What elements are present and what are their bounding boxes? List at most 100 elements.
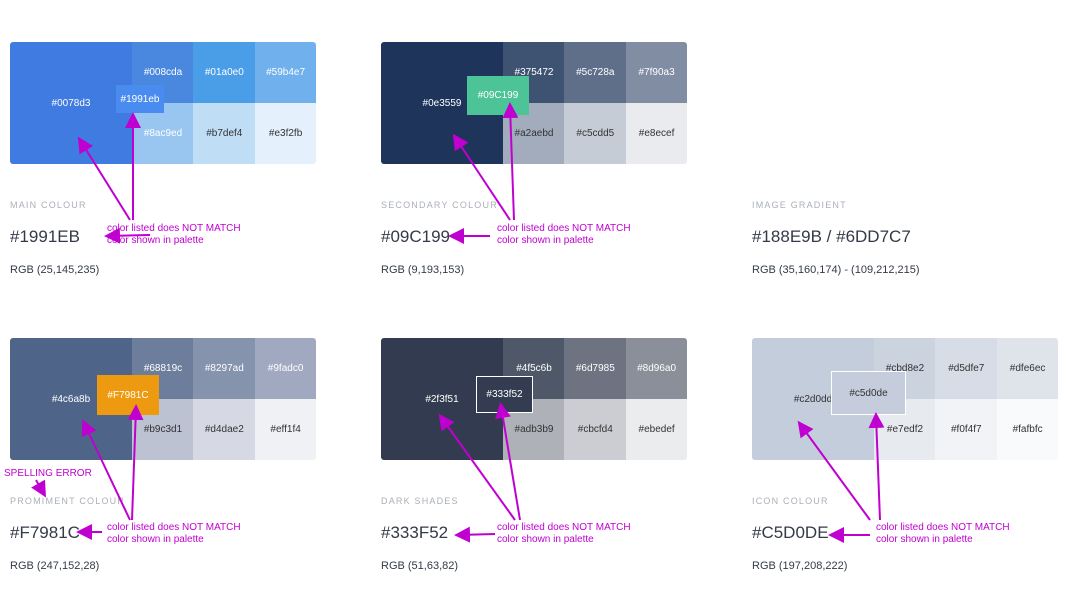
swatch-label: #c2d0dd — [793, 393, 833, 405]
swatch-label: #eff1f4 — [270, 424, 301, 435]
mismatch-annotation: color listed does NOT MATCH color shown i… — [876, 522, 1010, 546]
swatch-label: #8ac9ed — [143, 128, 183, 139]
swatch-label: #d4dae2 — [204, 424, 244, 435]
swatch: #c5cdd5 — [564, 103, 627, 164]
swatch-label: #8297ad — [204, 363, 244, 374]
rgb-value: RGB (35,160,174) - (109,212,215) — [752, 264, 920, 276]
swatch-label: #7f90a3 — [638, 67, 675, 78]
swatch: #8d96a0 — [625, 338, 687, 399]
swatch-label: #6d7985 — [575, 363, 615, 374]
swatch-label: #d5dfe7 — [948, 363, 985, 374]
swatch-label: #c5d0de — [849, 387, 888, 399]
mismatch-annotation: color listed does NOT MATCH color shown i… — [497, 223, 631, 247]
swatch-label: #b9c3d1 — [143, 424, 183, 435]
swatch-main: #0078d3 — [10, 42, 132, 164]
color-card: #0078d3 #008cda #01a0e0 #59b4e7 #8ac9ed #b7de… — [10, 42, 316, 282]
swatch: #fafbfc — [996, 399, 1058, 460]
annotation-line: color listed does NOT MATCH — [497, 522, 631, 533]
swatch-label: #68819c — [143, 363, 183, 374]
swatch: #e8ecef — [625, 103, 687, 164]
color-card: IMAGE GRADIENT #188E9B / #6DD7C7 RGB (35,1… — [752, 42, 1058, 282]
swatch-label: #1991eb — [120, 93, 160, 105]
swatch: #d5dfe7 — [935, 338, 998, 399]
swatch-label: #59b4e7 — [266, 67, 306, 78]
swatch-label: #cbcfd4 — [577, 424, 613, 435]
swatch-label: #4f5c6b — [516, 363, 552, 374]
hex-value: #1991EB — [10, 227, 80, 246]
annotation-line: color shown in palette — [876, 534, 973, 545]
swatch: #8ac9ed — [132, 103, 194, 164]
annotation-line: color listed does NOT MATCH — [107, 223, 241, 234]
category-label: MAIN COLOUR — [10, 200, 87, 210]
swatch-label: #e3f2fb — [268, 128, 303, 139]
annotation-line: color listed does NOT MATCH — [497, 223, 631, 234]
swatch-label: #4c6a8b — [51, 393, 91, 405]
swatch: #5c728a — [564, 42, 627, 103]
hex-value: #188E9B / #6DD7C7 — [752, 227, 911, 246]
swatch-label: #fafbfc — [1012, 424, 1043, 435]
swatch-label: #cbd8e2 — [885, 363, 925, 374]
category-label: IMAGE GRADIENT — [752, 200, 847, 210]
swatch: #e3f2fb — [254, 103, 316, 164]
swatch-label: #a2aebd — [514, 128, 554, 139]
rgb-value: RGB (9,193,153) — [381, 264, 465, 276]
swatch: #8297ad — [193, 338, 256, 399]
spelling-annotation: SPELLING ERROR — [4, 468, 92, 479]
palette-swatches: #2f3f51 #4f5c6b #6d7985 #8d96a0 #adb3b9 #cbcf… — [381, 338, 687, 460]
swatch: #cbcfd4 — [564, 399, 627, 460]
swatch-label: #0e3559 — [422, 97, 462, 109]
swatch-label: #e7edf2 — [886, 424, 924, 435]
highlighted-swatch: #333f52 — [476, 376, 533, 413]
swatch-label: #5c728a — [576, 67, 615, 78]
hex-value: #09C199 — [381, 227, 451, 246]
hex-value: #C5D0DE — [752, 523, 829, 542]
swatch-label: #c5cdd5 — [576, 128, 615, 139]
swatch-label: #008cda — [143, 67, 183, 78]
swatch: #f0f4f7 — [935, 399, 998, 460]
category-label: ICON COLOUR — [752, 496, 829, 506]
swatch-label: #adb3b9 — [514, 424, 554, 435]
highlighted-swatch: #c5d0de — [831, 371, 906, 415]
swatch: #eff1f4 — [254, 399, 316, 460]
mismatch-annotation: color listed does NOT MATCH color shown i… — [107, 223, 241, 247]
swatch-label: #2f3f51 — [425, 393, 459, 405]
swatch: #b7def4 — [193, 103, 256, 164]
rgb-value: RGB (25,145,235) — [10, 264, 100, 276]
swatch: #9fadc0 — [254, 338, 316, 399]
swatch-label: #333f52 — [486, 389, 523, 400]
color-card: #0e3559 #375472 #5c728a #7f90a3 #a2aebd #c5cd… — [381, 42, 687, 282]
swatch: #ebedef — [625, 399, 687, 460]
swatch-label: #09C199 — [477, 90, 519, 101]
swatch: #59b4e7 — [254, 42, 316, 103]
swatch-label: #375472 — [514, 67, 554, 78]
annotation-line: color shown in palette — [107, 534, 204, 545]
annotation-line: color shown in palette — [497, 235, 594, 246]
category-label: PROMIMENT COLOUR — [10, 496, 126, 506]
swatch-label: #01a0e0 — [204, 67, 244, 78]
swatch-label: #dfe6ec — [1009, 363, 1046, 374]
swatch: #7f90a3 — [625, 42, 687, 103]
hex-value: #333F52 — [381, 523, 449, 542]
swatch-label: #f0f4f7 — [951, 424, 982, 435]
annotation-line: color listed does NOT MATCH — [876, 522, 1010, 533]
annotation-line: color listed does NOT MATCH — [107, 522, 241, 533]
rgb-value: RGB (197,208,222) — [752, 560, 848, 572]
mismatch-annotation: color listed does NOT MATCH color shown i… — [107, 522, 241, 546]
rgb-value: RGB (247,152,28) — [10, 560, 100, 572]
category-label: DARK SHADES — [381, 496, 459, 506]
highlighted-swatch: #1991eb — [116, 85, 164, 113]
color-card: #c2d0dd #cbd8e2 #d5dfe7 #dfe6ec #e7edf2 #f0f4… — [752, 338, 1058, 578]
annotation-line: color shown in palette — [497, 534, 594, 545]
palette-swatches: #4c6a8b #68819c #8297ad #9fadc0 #b9c3d1 #d4da… — [10, 338, 316, 460]
color-card: #4c6a8b #68819c #8297ad #9fadc0 #b9c3d1 #d4da… — [10, 338, 316, 578]
swatch: #dfe6ec — [996, 338, 1058, 399]
mismatch-annotation: color listed does NOT MATCH color shown i… — [497, 522, 631, 546]
rgb-value: RGB (51,63,82) — [381, 560, 459, 572]
highlighted-swatch: #09C199 — [467, 76, 529, 115]
annotation-line: color shown in palette — [107, 235, 204, 246]
swatch-label: #b7def4 — [206, 128, 243, 139]
swatch: #d4dae2 — [193, 399, 256, 460]
swatch: #6d7985 — [564, 338, 627, 399]
highlighted-swatch: #F7981C — [97, 375, 159, 415]
